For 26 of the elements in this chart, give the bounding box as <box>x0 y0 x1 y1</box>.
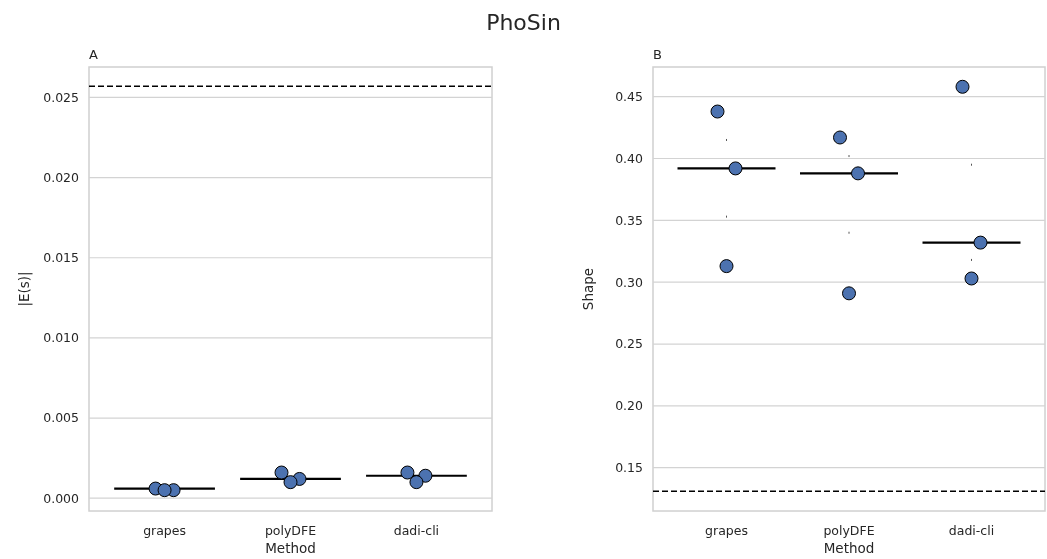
y-tick-label: 0.020 <box>43 169 80 185</box>
y-tick-label: 0.45 <box>615 89 643 105</box>
x-axis-title: Method <box>823 540 875 556</box>
y-tick-label: 0.010 <box>43 330 80 346</box>
y-tick-label: 0.20 <box>615 398 644 414</box>
x-tick-label: dadi-cli <box>948 523 995 538</box>
y-tick-label: 0.25 <box>615 336 643 352</box>
y-tick-label: 0.30 <box>615 274 644 290</box>
y-tick-label: 0.35 <box>615 212 643 228</box>
y-axis-title: Shape <box>580 267 596 311</box>
y-tick-label: 0.000 <box>43 490 80 506</box>
x-tick-label: grapes <box>705 523 748 538</box>
x-tick-label: polyDFE <box>823 523 875 538</box>
y-tick-label: 0.005 <box>43 410 79 426</box>
chart-title: PhoSin <box>486 10 561 35</box>
y-tick-label: 0.15 <box>615 460 643 476</box>
y-axis-title: |E(s)| <box>16 271 33 307</box>
x-tick-label: dadi-cli <box>393 523 440 538</box>
y-tick-label: 0.015 <box>43 250 79 266</box>
chart-subtitle: B <box>653 47 662 62</box>
chart-subtitle: A <box>89 47 98 62</box>
y-tick-label: 0.025 <box>43 89 79 105</box>
x-axis-title: Method <box>265 540 316 556</box>
y-tick-label: 0.40 <box>615 150 644 166</box>
x-tick-label: polyDFE <box>264 523 317 538</box>
x-tick-label: grapes <box>143 523 186 538</box>
